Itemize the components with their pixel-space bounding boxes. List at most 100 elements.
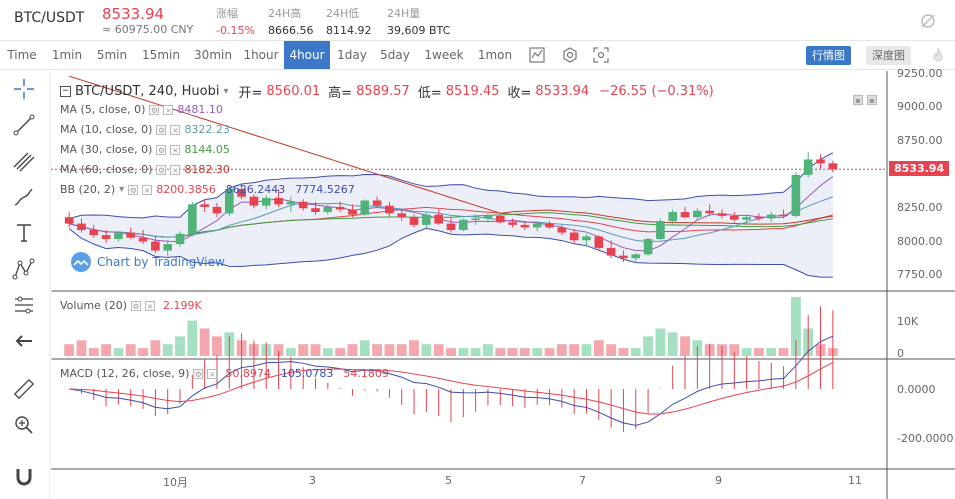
tf-4hour[interactable]: 4hour bbox=[284, 41, 330, 69]
chart-area[interactable]: − BTC/USDT, 240, Huobi ▾ 开= 8560.01 高= 858… bbox=[51, 67, 955, 499]
crosshair-icon[interactable] bbox=[10, 75, 38, 103]
tf-15min[interactable]: 15min bbox=[142, 48, 180, 62]
candle-body bbox=[742, 217, 751, 220]
candle-body bbox=[188, 204, 197, 234]
tradingview-cloud-icon bbox=[71, 252, 91, 272]
candle-body bbox=[335, 206, 345, 210]
volume-bar bbox=[581, 344, 592, 356]
ma10-legend[interactable]: MA (10, close, 0) ⚙ × 8322.23 bbox=[60, 123, 230, 136]
stat-change: 涨幅 -0.15% bbox=[216, 7, 255, 37]
volume-bar bbox=[458, 348, 469, 356]
candle-body bbox=[766, 214, 776, 219]
ruler-icon[interactable] bbox=[10, 375, 38, 403]
theme-flame-icon[interactable] bbox=[929, 46, 947, 64]
screenshot-icon[interactable] bbox=[592, 46, 610, 64]
candle-body bbox=[471, 218, 480, 220]
candle-body bbox=[422, 214, 431, 225]
time-tick: 11 bbox=[848, 474, 862, 487]
volume-bar bbox=[470, 348, 481, 356]
volume-bar bbox=[310, 344, 321, 356]
indicators-icon[interactable] bbox=[528, 46, 546, 64]
tf-1min[interactable]: 1min bbox=[51, 48, 83, 62]
depth-chart-button[interactable]: 深度图 bbox=[866, 46, 911, 65]
brush-icon[interactable] bbox=[10, 183, 38, 211]
volume-bar bbox=[421, 344, 432, 356]
candle-body bbox=[298, 201, 308, 209]
volume-bar bbox=[113, 348, 124, 356]
price-tick: 8000.00 bbox=[897, 235, 943, 248]
candle-body bbox=[175, 233, 185, 245]
open-value: 8560.01 bbox=[266, 84, 321, 99]
bb-legend[interactable]: BB (20, 2) ▾ ⚙ × 8200.3856 8626.2443 7774.5… bbox=[60, 183, 355, 196]
pane-maximize-icon[interactable]: ▪ bbox=[867, 95, 877, 105]
dropdown-icon[interactable]: ▾ bbox=[223, 86, 229, 97]
pattern-icon[interactable] bbox=[10, 255, 38, 283]
pane-minimize-icon[interactable]: ▪ bbox=[853, 95, 863, 105]
volume-bar bbox=[741, 348, 752, 356]
volume-bar bbox=[680, 336, 690, 356]
candle-body bbox=[64, 217, 74, 224]
magnet-icon[interactable] bbox=[10, 463, 38, 491]
candle-body bbox=[385, 205, 394, 214]
candle-body bbox=[311, 208, 320, 213]
volume-bar bbox=[556, 344, 567, 356]
candle-body bbox=[606, 247, 616, 256]
volume-bar bbox=[544, 348, 555, 356]
ma5-legend[interactable]: MA (5, close, 0) ⚙ × 8481.10 bbox=[60, 103, 223, 116]
candle-body bbox=[729, 215, 739, 220]
candle-body bbox=[483, 215, 493, 219]
volume-bar bbox=[88, 348, 99, 356]
fib-lines-icon[interactable] bbox=[10, 147, 38, 175]
back-arrow-icon[interactable] bbox=[10, 327, 38, 355]
volume-bar bbox=[643, 336, 654, 356]
tf-1mon[interactable]: 1mon bbox=[477, 48, 513, 62]
tf-30min[interactable]: 30min bbox=[194, 48, 232, 62]
macd-legend[interactable]: MACD (12, 26, close, 9) ⚙ × 50.8974 105.07… bbox=[60, 367, 389, 380]
kline-chart-button[interactable]: 行情图 bbox=[806, 46, 851, 65]
candle-body bbox=[77, 223, 86, 231]
candle-body bbox=[126, 232, 136, 238]
series-legend: − BTC/USDT, 240, Huobi ▾ 开= 8560.01 高= 858… bbox=[60, 84, 714, 101]
macd-tick: -200.0000 bbox=[897, 432, 954, 445]
prediction-icon[interactable] bbox=[10, 291, 38, 319]
text-tool-icon[interactable] bbox=[10, 219, 38, 247]
tf-1hour[interactable]: 1hour bbox=[243, 48, 279, 62]
price-chart[interactable] bbox=[51, 71, 955, 499]
tf-1day[interactable]: 1day bbox=[337, 48, 367, 62]
hide-icon[interactable] bbox=[919, 12, 937, 30]
tf-1week[interactable]: 1week bbox=[424, 48, 464, 62]
ma60-legend[interactable]: MA (60, close, 0) ⚙ × 8182.30 bbox=[60, 163, 230, 176]
ticker-header: BTC/USDT 8533.94 ≈ 60975.00 CNY 涨幅 -0.15%… bbox=[0, 0, 955, 41]
candle-body bbox=[828, 163, 838, 170]
candle-body bbox=[508, 222, 517, 225]
volume-legend[interactable]: Volume (20) ⚙ × 2.199K bbox=[60, 299, 202, 312]
series-title[interactable]: BTC/USDT, 240, Huobi bbox=[75, 84, 220, 99]
volume-bar bbox=[212, 336, 222, 356]
tf-time[interactable]: Time bbox=[7, 48, 37, 62]
drawing-toolbar bbox=[0, 71, 50, 499]
tf-5day[interactable]: 5day bbox=[380, 48, 410, 62]
ma30-legend[interactable]: MA (30, close, 0) ⚙ × 8144.05 bbox=[60, 143, 230, 156]
settings-icon[interactable] bbox=[561, 46, 579, 64]
ma10-line bbox=[69, 196, 834, 243]
time-tick: 10月 bbox=[163, 476, 188, 489]
collapse-icon[interactable]: − bbox=[60, 86, 71, 97]
candle-body bbox=[323, 206, 333, 213]
candle-body bbox=[717, 213, 727, 216]
pair-name[interactable]: BTC/USDT bbox=[14, 10, 85, 26]
tradingview-watermark[interactable]: Chart by TradingView bbox=[69, 252, 225, 272]
trend-line-icon[interactable] bbox=[10, 111, 38, 139]
candle-body bbox=[274, 197, 283, 205]
stat-low: 24H低 8114.92 bbox=[326, 7, 372, 37]
tf-5min[interactable]: 5min bbox=[96, 48, 128, 62]
candle-body bbox=[372, 200, 382, 206]
volume-bar bbox=[778, 348, 789, 356]
volume-bar bbox=[322, 348, 333, 356]
candle-body bbox=[631, 254, 641, 259]
zoom-icon[interactable] bbox=[10, 411, 38, 439]
candle-body bbox=[89, 230, 99, 236]
candle-body bbox=[545, 223, 554, 228]
stat-high: 24H高 8666.56 bbox=[268, 7, 314, 37]
candle-body bbox=[151, 241, 160, 251]
price-tick: 8250.00 bbox=[897, 201, 943, 214]
